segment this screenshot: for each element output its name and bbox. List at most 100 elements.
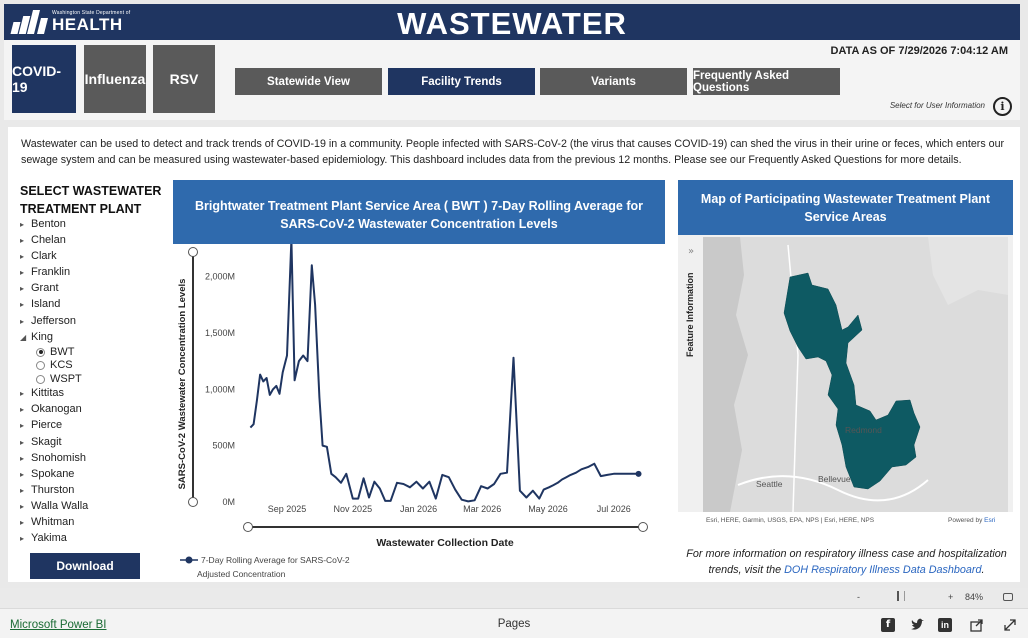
fullscreen-icon[interactable] xyxy=(1003,618,1017,632)
chevron-right-icon[interactable]: ▸ xyxy=(20,268,25,278)
tab-rsv-label: RSV xyxy=(169,71,199,87)
zoom-in-button[interactable]: + xyxy=(948,592,954,602)
powerbi-link[interactable]: Microsoft Power BI xyxy=(10,619,107,631)
county-item-king[interactable]: ◢ King xyxy=(18,330,88,346)
chart-area: SARS-CoV-2 Wastewater Concentration Leve… xyxy=(173,238,665,582)
feature-info-panel[interactable]: » Feature Information xyxy=(680,245,700,365)
county-label: Skagit xyxy=(31,435,62,448)
zoom-slider[interactable] xyxy=(897,591,905,601)
x-slider-handle-left[interactable] xyxy=(243,522,253,532)
county-item-grant[interactable]: ▸ Grant xyxy=(18,281,88,297)
expand-glyph-icon xyxy=(1004,619,1016,631)
county-label: Okanogan xyxy=(31,403,82,416)
y-tick-label: 0M xyxy=(222,497,235,507)
pages-label[interactable]: Pages xyxy=(497,618,531,630)
county-label: Franklin xyxy=(31,266,71,279)
radio-button[interactable] xyxy=(36,347,45,357)
chevron-right-icon[interactable]: ▸ xyxy=(20,252,25,262)
county-item-thurston[interactable]: ▸ Thurston xyxy=(18,483,88,499)
county-item-spokane[interactable]: ▸ Spokane xyxy=(18,467,88,483)
county-label: Snohomish xyxy=(31,451,87,464)
plant-option-wspt[interactable]: WSPT xyxy=(18,373,88,387)
chevron-right-icon[interactable]: ▸ xyxy=(20,236,25,246)
chevron-right-icon[interactable]: ▸ xyxy=(20,518,25,527)
county-label: Whitman xyxy=(31,516,75,528)
download-button[interactable]: Download xyxy=(30,553,140,579)
bwt-service-area[interactable] xyxy=(783,272,921,490)
x-slider-handle-right[interactable] xyxy=(638,522,648,532)
expand-chevron-icon[interactable]: » xyxy=(688,246,694,257)
chevron-right-icon[interactable]: ▸ xyxy=(20,485,25,495)
sidebar-title: SELECT WASTEWATER TREATMENT PLANT xyxy=(20,182,161,218)
share-icon[interactable] xyxy=(970,618,984,632)
respiratory-dashboard-link[interactable]: DOH Respiratory Illness Data Dashboard xyxy=(784,563,982,576)
data-point[interactable] xyxy=(635,470,642,477)
info-icon[interactable]: i xyxy=(993,97,1012,116)
county-item-kittitas[interactable]: ▸ Kittitas xyxy=(18,386,88,402)
county-item-jefferson[interactable]: ▸ Jefferson xyxy=(18,314,88,330)
plant-tree: ▸ Benton ▸ Chelan ▸ Clark ▸ Franklin ▸ Grant ▸ Isla… xyxy=(18,217,88,547)
share-glyph-icon xyxy=(970,619,983,632)
map-panel[interactable]: Redmond Seattle Bellevue Esri, HERE, Gar… xyxy=(678,235,1013,527)
series-line[interactable] xyxy=(249,238,639,503)
chevron-right-icon[interactable]: ▸ xyxy=(20,405,25,415)
county-item-franklin[interactable]: ▸ Franklin xyxy=(18,265,88,281)
county-item-yakima[interactable]: ▸ Yakima xyxy=(18,531,88,547)
county-item-island[interactable]: ▸ Island xyxy=(18,297,88,313)
chevron-right-icon[interactable]: ▸ xyxy=(20,501,25,511)
page-title: WASTEWATER xyxy=(397,6,627,41)
x-tick-label: Nov 2025 xyxy=(334,504,373,514)
radio-button[interactable] xyxy=(36,374,45,384)
plant-option-kcs[interactable]: KCS xyxy=(18,359,88,373)
chevron-right-icon[interactable]: ▸ xyxy=(20,389,25,399)
service-area-map[interactable]: Redmond Seattle Bellevue Esri, HERE, Gar… xyxy=(678,235,1013,527)
zoom-out-button[interactable]: - xyxy=(857,592,860,602)
fit-to-page-icon[interactable] xyxy=(1003,593,1013,601)
chevron-right-icon[interactable]: ▸ xyxy=(20,534,25,544)
chevron-right-icon[interactable]: ▸ xyxy=(20,453,25,463)
chevron-right-icon[interactable]: ▸ xyxy=(20,220,25,229)
chevron-down-icon[interactable]: ◢ xyxy=(20,332,27,342)
chevron-right-icon[interactable]: ▸ xyxy=(20,300,25,310)
intro-text: Wastewater can be used to detect and tra… xyxy=(21,138,1005,166)
chevron-right-icon[interactable]: ▸ xyxy=(20,437,25,447)
logo-small-text: Washington State Department of xyxy=(52,9,131,16)
chevron-right-icon[interactable]: ▸ xyxy=(20,316,25,326)
twitter-icon[interactable] xyxy=(910,618,924,632)
county-item-snohomish[interactable]: ▸ Snohomish xyxy=(18,451,88,467)
tab-statewide-view[interactable]: Statewide View xyxy=(235,68,382,95)
county-item-pierce[interactable]: ▸ Pierce xyxy=(18,418,88,434)
plant-option-bwt[interactable]: BWT xyxy=(18,346,88,360)
chevron-right-icon[interactable]: ▸ xyxy=(20,284,25,294)
chevron-right-icon[interactable]: ▸ xyxy=(20,469,25,479)
county-item-skagit[interactable]: ▸ Skagit xyxy=(18,435,88,451)
tab-rsv[interactable]: RSV xyxy=(153,45,215,113)
county-item-chelan[interactable]: ▸ Chelan xyxy=(18,233,88,249)
county-item-whitman[interactable]: ▸ Whitman xyxy=(18,515,88,531)
tab-facility-trends[interactable]: Facility Trends xyxy=(388,68,535,95)
county-item-clark[interactable]: ▸ Clark xyxy=(18,249,88,265)
plant-label: KCS xyxy=(50,359,73,372)
county-item-okanogan[interactable]: ▸ Okanogan xyxy=(18,402,88,418)
y-slider-handle-bottom[interactable] xyxy=(188,497,198,507)
linkedin-icon[interactable]: in xyxy=(938,618,952,632)
x-tick-label: Jan 2026 xyxy=(400,504,437,514)
county-item-benton[interactable]: ▸ Benton xyxy=(18,217,88,233)
twitter-glyph-icon xyxy=(911,618,924,630)
tab-influenza[interactable]: Influenza xyxy=(84,45,146,113)
map-water xyxy=(703,237,748,512)
tab-covid-19[interactable]: COVID-19 xyxy=(12,45,76,113)
county-label: Island xyxy=(31,298,61,311)
tab-influenza-label: Influenza xyxy=(84,71,146,87)
tab-faq[interactable]: Frequently Asked Questions xyxy=(693,68,840,95)
user-info-label[interactable]: Select for User Information xyxy=(889,101,985,110)
county-label: Clark xyxy=(31,250,57,263)
y-slider-handle-top[interactable] xyxy=(188,247,198,257)
radio-button[interactable] xyxy=(36,361,45,371)
chevron-right-icon[interactable]: ▸ xyxy=(20,421,25,431)
county-item-walla-walla[interactable]: ▸ Walla Walla xyxy=(18,499,88,515)
y-tick-label: 1,000M xyxy=(205,384,235,394)
tab-variants[interactable]: Variants xyxy=(540,68,687,95)
facebook-icon[interactable]: f xyxy=(881,618,895,632)
feature-info-toggle[interactable]: » Feature Information xyxy=(680,245,700,365)
